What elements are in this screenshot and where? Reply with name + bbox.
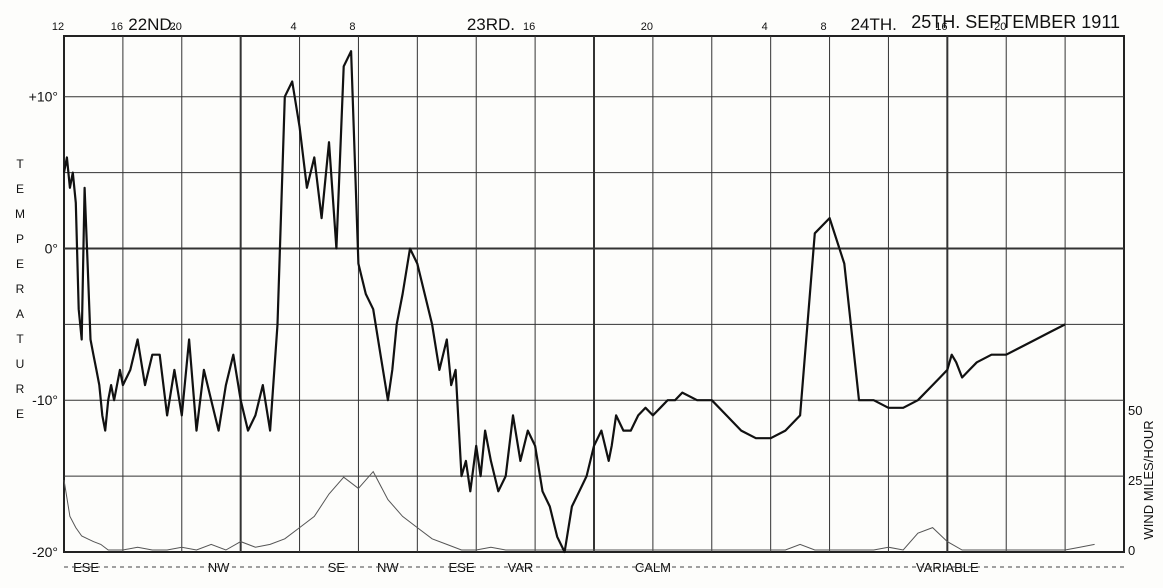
temperature-tick-label: -10° [32,392,58,408]
temperature-axis-label-letter: R [16,382,25,396]
temperature-axis-label-letter: E [16,182,24,196]
wind-tick-label: 25 [1128,473,1142,488]
temperature-axis-label-letter: E [16,257,24,271]
temperature-axis-label-letter: U [16,357,25,371]
wind-direction-label: NW [377,560,399,575]
day-label: 22ND. [128,15,176,34]
temperature-tick-label: 0° [45,240,58,256]
day-label: 24TH. [851,15,897,34]
hour-tick-label: 8 [349,21,355,33]
wind-axis-label: WIND MILES/HOUR [1141,420,1156,539]
wind-direction-label: ESE [73,560,99,575]
hour-tick-label: 4 [762,21,768,33]
hour-tick-label: 16 [523,21,535,33]
hour-tick-label: 20 [994,21,1006,33]
temperature-axis-label-letter: T [16,332,24,346]
hour-tick-label: 16 [111,21,123,33]
temperature-axis-label-letter: T [16,157,24,171]
wind-direction-label: CALM [635,560,671,575]
temperature-axis-label-letter: E [16,407,24,421]
temperature-tick-label: +10° [29,89,58,105]
wind-tick-label: 0 [1128,543,1135,558]
temperature-tick-label: -20° [32,544,58,560]
hour-tick-label: 12 [52,21,64,33]
temperature-axis-label-letter: R [16,282,25,296]
wind-direction-label: ESE [448,560,474,575]
day-label: 23RD. [467,15,515,34]
hour-tick-label: 20 [641,21,653,33]
temperature-axis-label-letter: P [16,232,24,246]
hour-tick-label: 20 [170,21,182,33]
temperature-axis-label-letter: M [15,207,25,221]
temperature-series-line [62,50,1066,554]
wind-tick-label: 50 [1128,403,1142,418]
data-marks [62,50,1095,554]
hour-tick-label: 8 [820,21,826,33]
wind-series-line [63,470,1095,551]
hour-tick-label: 4 [290,21,296,33]
grid-lines [64,36,1124,552]
temperature-axis-label-letter: A [16,307,24,321]
chart-title: 25TH. SEPTEMBER 1911 [911,12,1120,32]
hour-tick-label: 16 [935,21,947,33]
